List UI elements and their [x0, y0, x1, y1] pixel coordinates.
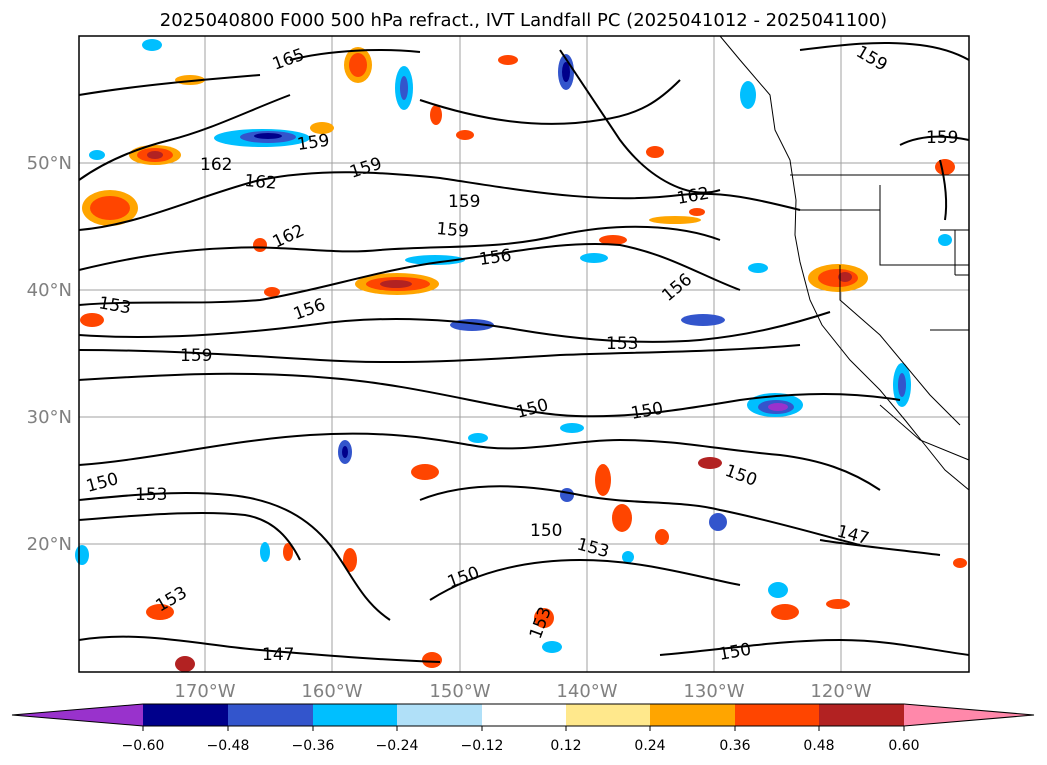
contour-label: 156 — [478, 246, 513, 270]
lon-label: 150°W — [429, 681, 490, 702]
latitude-labels: 50°N 40°N 30°N 20°N — [27, 153, 72, 555]
lon-label: 120°W — [810, 681, 871, 702]
colorbar-tick-label: 0.24 — [634, 738, 665, 754]
lat-label: 50°N — [27, 153, 72, 174]
colorbar-tick-label: −0.60 — [122, 738, 165, 754]
colorbar-tick-label: 0.48 — [803, 738, 834, 754]
contour-label: 153 — [606, 334, 638, 354]
colorbar: −0.60 −0.48 −0.36 −0.24 −0.12 0.12 0.24 … — [11, 703, 1035, 754]
contour-label: 153 — [135, 485, 167, 505]
colorbar-tick-label: −0.36 — [292, 738, 335, 754]
lon-label: 130°W — [683, 681, 744, 702]
colorbar-bin — [735, 704, 819, 726]
coastlines — [719, 35, 970, 491]
contour-label: 159 — [926, 128, 958, 148]
lon-label: 140°W — [556, 681, 617, 702]
map-title: 2025040800 F000 500 hPa refract., IVT La… — [159, 10, 888, 31]
lon-label: 160°W — [301, 681, 362, 702]
colorbar-bin — [313, 704, 397, 726]
contour-label: 150 — [530, 521, 562, 541]
colorbar-bin — [228, 704, 313, 726]
colorbar-tick-label: 0.12 — [550, 738, 581, 754]
lat-label: 40°N — [27, 280, 72, 301]
colorbar-extend-max — [904, 704, 1034, 726]
shaded-field — [75, 39, 967, 672]
lat-label: 20°N — [27, 534, 72, 555]
contour-label: 162 — [200, 155, 232, 175]
contour-label: 159 — [448, 192, 480, 212]
contour-lines — [78, 41, 970, 663]
colorbar-tick-label: −0.24 — [376, 738, 419, 754]
colorbar-extend-min — [12, 704, 143, 726]
colorbar-tick-label: 0.36 — [719, 738, 750, 754]
colorbar-tick-label: −0.12 — [461, 738, 504, 754]
colorbar-bin — [482, 704, 566, 726]
map-frame — [78, 35, 970, 673]
contour-label: 159 — [296, 131, 331, 155]
contour-label: 159 — [180, 346, 212, 366]
colorbar-bin — [566, 704, 650, 726]
colorbar-bin — [650, 704, 735, 726]
longitude-labels: 170°W 160°W 150°W 140°W 130°W 120°W — [174, 681, 871, 702]
colorbar-bin — [143, 704, 228, 726]
colorbar-tick-label: 0.60 — [888, 738, 919, 754]
lat-label: 30°N — [27, 407, 72, 428]
colorbar-bin — [819, 704, 904, 726]
lon-label: 170°W — [174, 681, 235, 702]
contour-label: 162 — [244, 171, 278, 194]
contour-label: 147 — [262, 645, 294, 665]
colorbar-tick-label: −0.48 — [207, 738, 250, 754]
contour-label: 159 — [436, 219, 470, 242]
colorbar-bin — [397, 704, 482, 726]
graticule — [79, 36, 969, 672]
